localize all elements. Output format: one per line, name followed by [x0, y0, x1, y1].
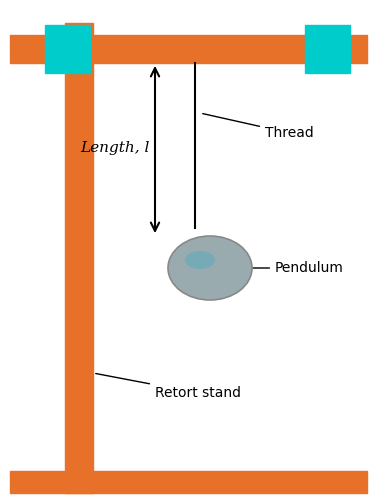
Ellipse shape: [168, 236, 252, 300]
Bar: [45, 25, 90, 73]
Text: Thread: Thread: [203, 114, 314, 140]
Text: Pendulum: Pendulum: [253, 261, 344, 275]
Bar: [10, 35, 367, 63]
Bar: [305, 25, 350, 73]
Bar: [10, 471, 367, 493]
Text: Length, l: Length, l: [80, 141, 150, 155]
Ellipse shape: [185, 251, 215, 269]
Text: Retort stand: Retort stand: [96, 374, 241, 400]
Bar: [65, 23, 93, 493]
